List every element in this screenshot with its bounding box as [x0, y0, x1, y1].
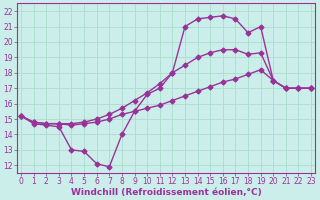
X-axis label: Windchill (Refroidissement éolien,°C): Windchill (Refroidissement éolien,°C)	[71, 188, 261, 197]
